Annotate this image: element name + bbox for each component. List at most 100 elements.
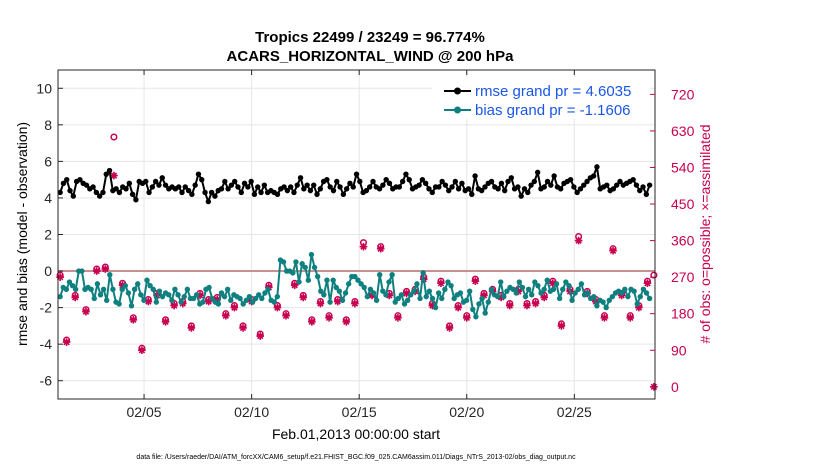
possible-marker-44 — [437, 277, 445, 285]
bias-point-62 — [249, 299, 256, 305]
rmse-point-166 — [604, 182, 610, 188]
bias-point-75 — [290, 270, 296, 276]
rmse-point-110 — [419, 176, 426, 183]
bias-point-55 — [228, 297, 234, 303]
assimilated-marker-30 — [316, 299, 325, 308]
assimilated-marker-15 — [187, 324, 196, 332]
possible-marker-34 — [351, 297, 359, 306]
bias-point-135 — [476, 301, 482, 307]
y-axis-label: rmse and bias (model - observation) — [14, 122, 30, 346]
rmse-point-121 — [455, 186, 462, 192]
y-tick-label-8: 10 — [36, 80, 52, 96]
bias-point-95 — [352, 273, 358, 280]
rmse-point-52 — [228, 182, 235, 188]
rmse-point-175 — [633, 182, 640, 188]
rmse-point-131 — [488, 178, 495, 185]
rmse-point-79 — [317, 186, 324, 192]
right-y-axis-ticks: 0 90 180 270 360 450 540 630 720 — [650, 86, 695, 395]
rmse-point-86 — [340, 191, 347, 197]
bias-point-52 — [218, 290, 225, 296]
bias-point-153 — [532, 279, 538, 285]
bias-point-19 — [116, 301, 122, 307]
bias-point-139 — [488, 286, 495, 293]
possible-marker-20 — [230, 302, 238, 310]
bias-point-48 — [206, 284, 212, 291]
bias-point-148 — [516, 279, 523, 285]
possible-marker-58 — [557, 320, 565, 328]
possible-marker-55 — [532, 297, 540, 306]
possible-marker-3 — [82, 306, 90, 314]
bias-point-83 — [314, 273, 321, 280]
bias-point-37 — [172, 286, 178, 293]
bias-point-149 — [519, 284, 526, 291]
assimilated-marker-33 — [342, 318, 351, 326]
possible-marker-15 — [187, 322, 195, 330]
rmse-point-105 — [403, 171, 409, 177]
bias-point-85 — [321, 292, 327, 298]
x-axis-label: Feb.01,2013 00:00:00 start — [272, 426, 440, 442]
bias-point-5 — [72, 286, 79, 293]
bias-point-165 — [569, 297, 575, 303]
bias-point-91 — [339, 297, 346, 303]
right-y-tick-label-2: 180 — [671, 306, 695, 322]
rmse-point-51 — [225, 186, 231, 192]
rmse-point-94 — [367, 184, 373, 190]
bias-point-99 — [364, 293, 370, 300]
y-tick-label-4: 2 — [44, 227, 52, 243]
bias-point-132 — [466, 288, 473, 294]
assimilated-marker-54 — [523, 301, 531, 310]
y-tick-label-5: 4 — [44, 190, 52, 206]
possible-marker-19 — [222, 310, 230, 318]
rmse-point-150 — [551, 173, 557, 179]
right-y-tick-label-1: 90 — [671, 342, 687, 358]
bias-point-54 — [224, 286, 231, 293]
bias-point-21 — [122, 282, 129, 289]
assimilated-marker-6 — [110, 171, 118, 180]
bias-point-131 — [463, 297, 470, 303]
bias-point-143 — [501, 293, 507, 300]
bias-point-41 — [184, 286, 191, 293]
rmse-point-106 — [406, 176, 412, 183]
bias-point-97 — [358, 281, 364, 287]
bias-point-121 — [432, 304, 439, 311]
rmse-point-13 — [100, 189, 106, 196]
rmse-point-88 — [347, 180, 353, 187]
bias-point-146 — [510, 286, 516, 293]
rmse-point-32 — [162, 182, 169, 188]
bias-point-81 — [308, 251, 315, 258]
rmse-point-157 — [574, 189, 580, 196]
assimilated-marker-16 — [196, 291, 204, 300]
rmse-point-160 — [584, 178, 590, 185]
assimilated-marker-28 — [299, 293, 308, 302]
rmse-point-62 — [261, 182, 268, 188]
possible-marker-9 — [138, 344, 146, 352]
assimilated-marker-67 — [635, 303, 643, 312]
bias-point-82 — [311, 264, 318, 271]
rmse-point-84 — [334, 178, 340, 185]
bias-point-15 — [103, 297, 110, 303]
bias-point-27 — [141, 297, 147, 303]
bias-point-90 — [336, 288, 343, 294]
bias-point-84 — [318, 288, 324, 294]
assimilated-marker-60 — [574, 236, 583, 245]
rmse-point-120 — [452, 178, 459, 185]
assimilated-marker-66 — [626, 313, 635, 322]
bias-point-93 — [345, 281, 352, 287]
rmse-point-125 — [469, 191, 475, 197]
chart-title: Tropics 22499 / 23249 = 96.774% — [255, 29, 485, 46]
assimilated-marker-46 — [454, 303, 462, 312]
bias-point-189 — [643, 290, 650, 296]
assimilated-marker-44 — [437, 279, 445, 288]
bias-point-88 — [330, 277, 336, 283]
bias-point-102 — [373, 297, 380, 303]
rmse-point-91 — [357, 178, 363, 185]
bias-point-87 — [327, 299, 333, 305]
rmse-point-170 — [617, 178, 623, 185]
possible-marker-25 — [273, 302, 281, 310]
bias-point-160 — [553, 281, 560, 287]
rmse-point-6 — [77, 176, 83, 183]
rmse-point-3 — [67, 187, 73, 194]
data-file-footnote: data file: /Users/raeder/DAI/ATM_forcXX/… — [136, 454, 576, 461]
bias-point-98 — [361, 284, 367, 291]
bias-point-69 — [271, 299, 277, 305]
